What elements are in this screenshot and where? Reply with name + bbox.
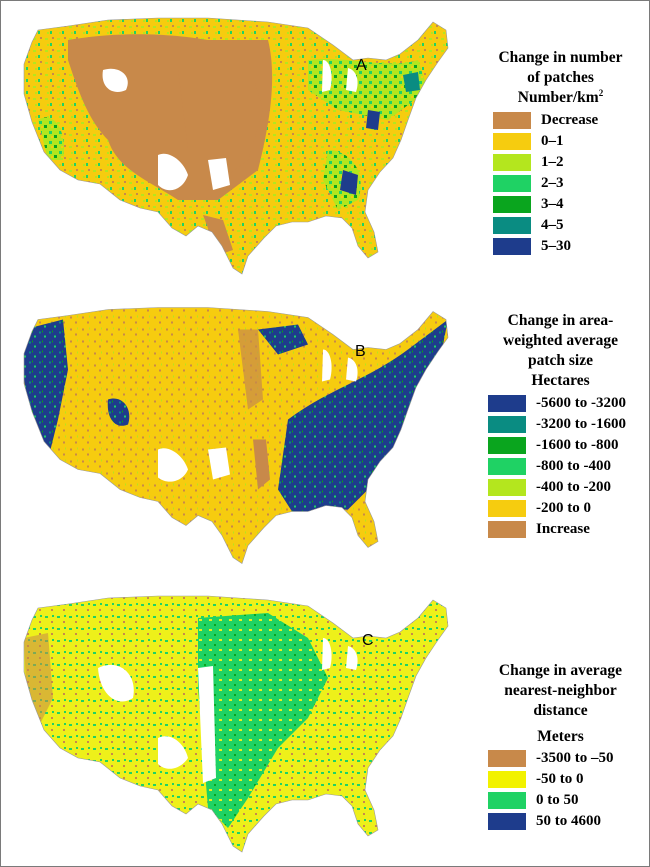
- legend-row: Decrease: [493, 110, 643, 131]
- legend-swatch: [488, 750, 526, 767]
- legend: Change in average nearest-neighbor dista…: [478, 661, 643, 832]
- legend-swatch: [493, 238, 531, 255]
- legend: Change in number of patches Number/km2 D…: [478, 48, 643, 257]
- legend-title-line: distance: [533, 702, 588, 719]
- legend-label: 2–3: [541, 175, 564, 191]
- legend-row: -1600 to -800: [488, 435, 643, 456]
- legend-rows: Decrease 0–1 1–2 2–3 3–4 4–5 5–30: [493, 110, 643, 257]
- legend-swatch: [488, 792, 526, 809]
- us-map-b: [23, 307, 449, 564]
- legend-swatch: [493, 196, 531, 213]
- panel-b: B Change in area- weighted average patch…: [0, 287, 650, 577]
- legend-row: 0–1: [493, 131, 643, 152]
- legend-label: Decrease: [541, 112, 599, 128]
- legend-swatch: [488, 771, 526, 788]
- legend-label: -800 to -400: [536, 458, 611, 474]
- legend-label: Increase: [536, 521, 590, 537]
- legend-title-line: weighted average: [503, 332, 618, 349]
- legend-label: 1–2: [541, 154, 564, 170]
- legend-swatch: [488, 395, 526, 412]
- legend-swatch: [488, 813, 526, 830]
- legend-label: 4–5: [541, 217, 564, 233]
- legend-row: 1–2: [493, 152, 643, 173]
- legend-row: 0 to 50: [488, 790, 643, 811]
- legend-row: -50 to 0: [488, 769, 643, 790]
- legend-label: 0–1: [541, 133, 564, 149]
- legend-swatch: [488, 458, 526, 475]
- panel-a: A Change in number of patches Number/km2…: [0, 0, 650, 285]
- legend-swatch: [493, 112, 531, 129]
- legend-row: -200 to 0: [488, 498, 643, 519]
- legend-swatch: [493, 133, 531, 150]
- panel-letter: A: [356, 57, 367, 74]
- legend-title-line: Change in number: [498, 49, 623, 66]
- panel-letter: C: [362, 632, 374, 649]
- legend: Change in area- weighted average patch s…: [478, 311, 643, 540]
- legend-label: -3500 to –50: [536, 750, 614, 766]
- panel-c: C Change in average nearest-neighbor dis…: [0, 578, 650, 863]
- legend-label: -3200 to -1600: [536, 416, 626, 432]
- legend-title-line: Change in area-: [507, 312, 614, 329]
- legend-swatch: [488, 416, 526, 433]
- legend-rows: -5600 to -3200 -3200 to -1600 -1600 to -…: [488, 393, 643, 540]
- us-map-c: [23, 595, 449, 853]
- legend-label: -50 to 0: [536, 771, 584, 787]
- legend-row: 4–5: [493, 215, 643, 236]
- legend-swatch: [493, 175, 531, 192]
- us-map-a: [23, 17, 449, 275]
- legend-swatch: [488, 437, 526, 454]
- legend-rows: -3500 to –50 -50 to 0 0 to 50 50 to 4600: [488, 748, 643, 832]
- legend-unit: Meters: [537, 728, 584, 745]
- legend-swatch: [488, 521, 526, 538]
- legend-row: -3200 to -1600: [488, 414, 643, 435]
- legend-row: 2–3: [493, 173, 643, 194]
- legend-row: 5–30: [493, 236, 643, 257]
- legend-label: -1600 to -800: [536, 437, 619, 453]
- legend-label: 5–30: [541, 238, 571, 254]
- panel-letter: B: [355, 343, 366, 360]
- legend-title-line: Change in average: [498, 662, 623, 679]
- legend-swatch: [488, 500, 526, 517]
- legend-row: -3500 to –50: [488, 748, 643, 769]
- legend-swatch: [488, 479, 526, 496]
- legend-label: 3–4: [541, 196, 564, 212]
- legend-label: -5600 to -3200: [536, 395, 626, 411]
- legend-swatch: [493, 154, 531, 171]
- legend-row: 3–4: [493, 194, 643, 215]
- legend-row: -400 to -200: [488, 477, 643, 498]
- legend-title-line: of patches: [527, 69, 594, 86]
- legend-title-line: nearest-neighbor: [504, 682, 617, 699]
- legend-title-line: patch size: [527, 352, 593, 369]
- legend-row: Increase: [488, 519, 643, 540]
- legend-label: -200 to 0: [536, 500, 591, 516]
- legend-unit: Hectares: [531, 372, 590, 389]
- legend-label: -400 to -200: [536, 479, 611, 495]
- legend-row: -5600 to -3200: [488, 393, 643, 414]
- legend-unit: Number/km2: [517, 87, 604, 106]
- legend-label: 50 to 4600: [536, 813, 601, 829]
- legend-swatch: [493, 217, 531, 234]
- legend-label: 0 to 50: [536, 792, 579, 808]
- legend-row: -800 to -400: [488, 456, 643, 477]
- legend-row: 50 to 4600: [488, 811, 643, 832]
